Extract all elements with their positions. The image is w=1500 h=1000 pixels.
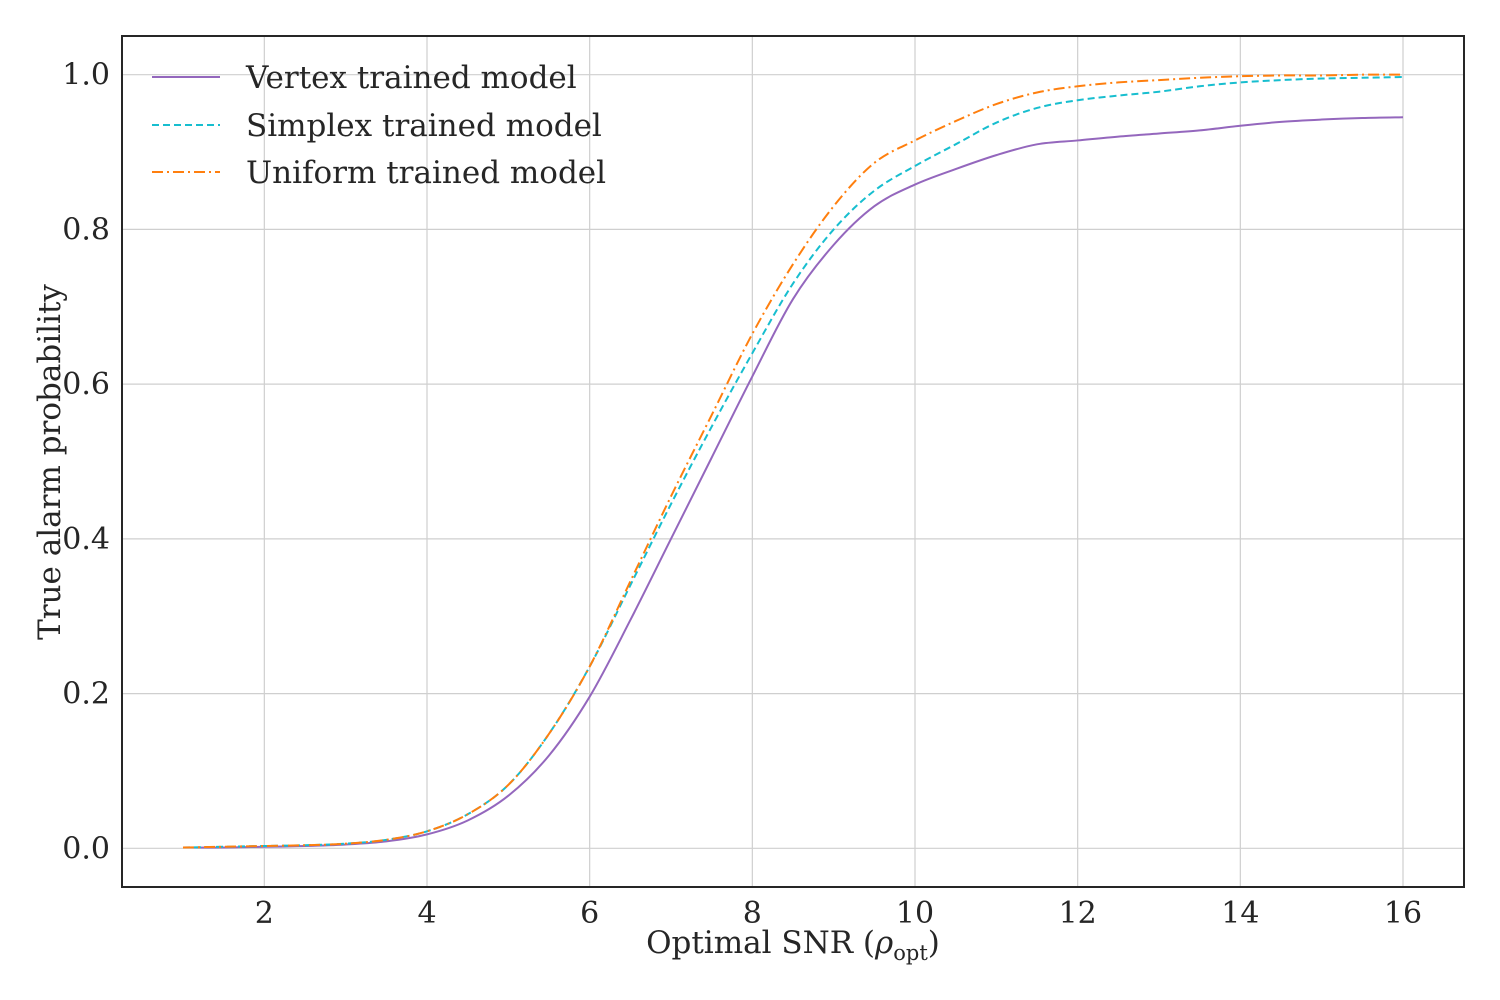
legend-entry-simplex: Simplex trained model: [152, 108, 602, 144]
x-tick-label: 2: [255, 896, 274, 931]
x-tick-label: 16: [1384, 896, 1422, 931]
y-tick-label: 0.0: [62, 831, 110, 866]
legend: Vertex trained model Simplex trained mod…: [152, 60, 606, 191]
legend-label-vertex: Vertex trained model: [245, 60, 577, 96]
x-tick-label: 8: [743, 896, 762, 931]
y-tick-label: 0.8: [62, 212, 110, 247]
plot-frame: [121, 35, 1465, 888]
legend-entry-uniform: Uniform trained model: [152, 155, 606, 191]
y-axis-ticks: 0.0 0.2 0.4 0.6 0.8 1.0: [62, 58, 110, 867]
legend-label-simplex: Simplex trained model: [246, 108, 602, 144]
y-tick-label: 0.4: [62, 522, 110, 557]
x-axis-ticks: 2 4 6 8 10 12 14 16: [255, 896, 1422, 931]
x-axis-label: Optimal SNR (ρopt): [646, 925, 940, 965]
legend-label-uniform: Uniform trained model: [246, 155, 606, 191]
y-tick-label: 1.0: [62, 58, 110, 93]
x-tick-label: 4: [417, 896, 436, 931]
x-tick-label: 12: [1059, 896, 1097, 931]
series-lines: [182, 73, 1404, 849]
y-tick-label: 0.2: [62, 677, 110, 712]
x-tick-label: 6: [580, 896, 599, 931]
y-axis-label: True alarm probability: [32, 284, 68, 640]
x-tick-label: 10: [896, 896, 934, 931]
grid-lines: [122, 36, 1464, 887]
legend-entry-vertex: Vertex trained model: [152, 60, 577, 96]
series-line-vertex: [182, 116, 1404, 849]
series-line-simplex: [182, 76, 1404, 849]
x-tick-label: 14: [1221, 896, 1259, 931]
y-tick-label: 0.6: [62, 367, 110, 402]
series-line-uniform: [182, 73, 1404, 849]
